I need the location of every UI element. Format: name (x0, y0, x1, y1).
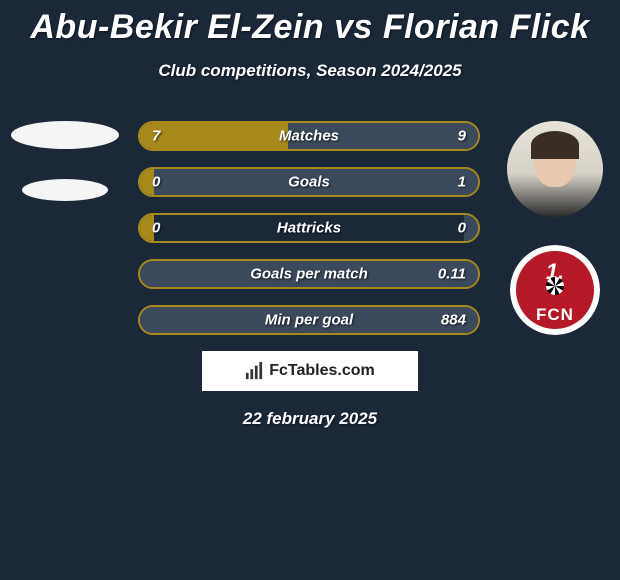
stat-right-value: 9 (458, 128, 466, 145)
branding-chart-icon (245, 362, 263, 380)
stat-right-value: 0.11 (438, 266, 466, 283)
page-title: Abu-Bekir El-Zein vs Florian Flick (0, 0, 620, 47)
date-text: 22 february 2025 (0, 409, 620, 429)
comparison-panel: 1. FCN Matches 7 9 Goals 0 1 Hattricks 0 0 Goals … (0, 121, 620, 335)
stat-left-value: 0 (152, 220, 160, 237)
stat-right-fill (464, 215, 478, 241)
left-player-photo-placeholder (11, 121, 119, 149)
stat-left-value: 0 (152, 174, 160, 191)
stat-row: Hattricks 0 0 (138, 213, 480, 243)
stat-bars: Matches 7 9 Goals 0 1 Hattricks 0 0 Goals per mat… (138, 121, 480, 335)
right-player-photo (507, 121, 603, 217)
stat-label: Goals (288, 174, 330, 191)
stat-label: Hattricks (277, 220, 341, 237)
left-player-column (0, 121, 130, 201)
right-club-badge: 1. FCN (510, 245, 600, 335)
stat-left-value: 7 (152, 128, 160, 145)
stat-left-fill (140, 123, 288, 149)
branding-text: FcTables.com (269, 362, 375, 380)
stat-label: Min per goal (265, 312, 353, 329)
stat-row: Matches 7 9 (138, 121, 480, 151)
stat-label: Matches (279, 128, 339, 145)
stat-right-value: 0 (458, 220, 466, 237)
stat-row: Goals per match 0.11 (138, 259, 480, 289)
left-club-badge-placeholder (22, 179, 108, 201)
subtitle: Club competitions, Season 2024/2025 (0, 61, 620, 81)
badge-bottom-text: FCN (510, 305, 600, 325)
stat-right-value: 884 (441, 312, 466, 329)
badge-ball-icon (546, 277, 564, 295)
stat-label: Goals per match (250, 266, 368, 283)
stat-row: Goals 0 1 (138, 167, 480, 197)
right-player-column: 1. FCN (490, 121, 620, 335)
branding-box: FcTables.com (202, 351, 418, 391)
stat-row: Min per goal 884 (138, 305, 480, 335)
stat-right-value: 1 (458, 174, 466, 191)
